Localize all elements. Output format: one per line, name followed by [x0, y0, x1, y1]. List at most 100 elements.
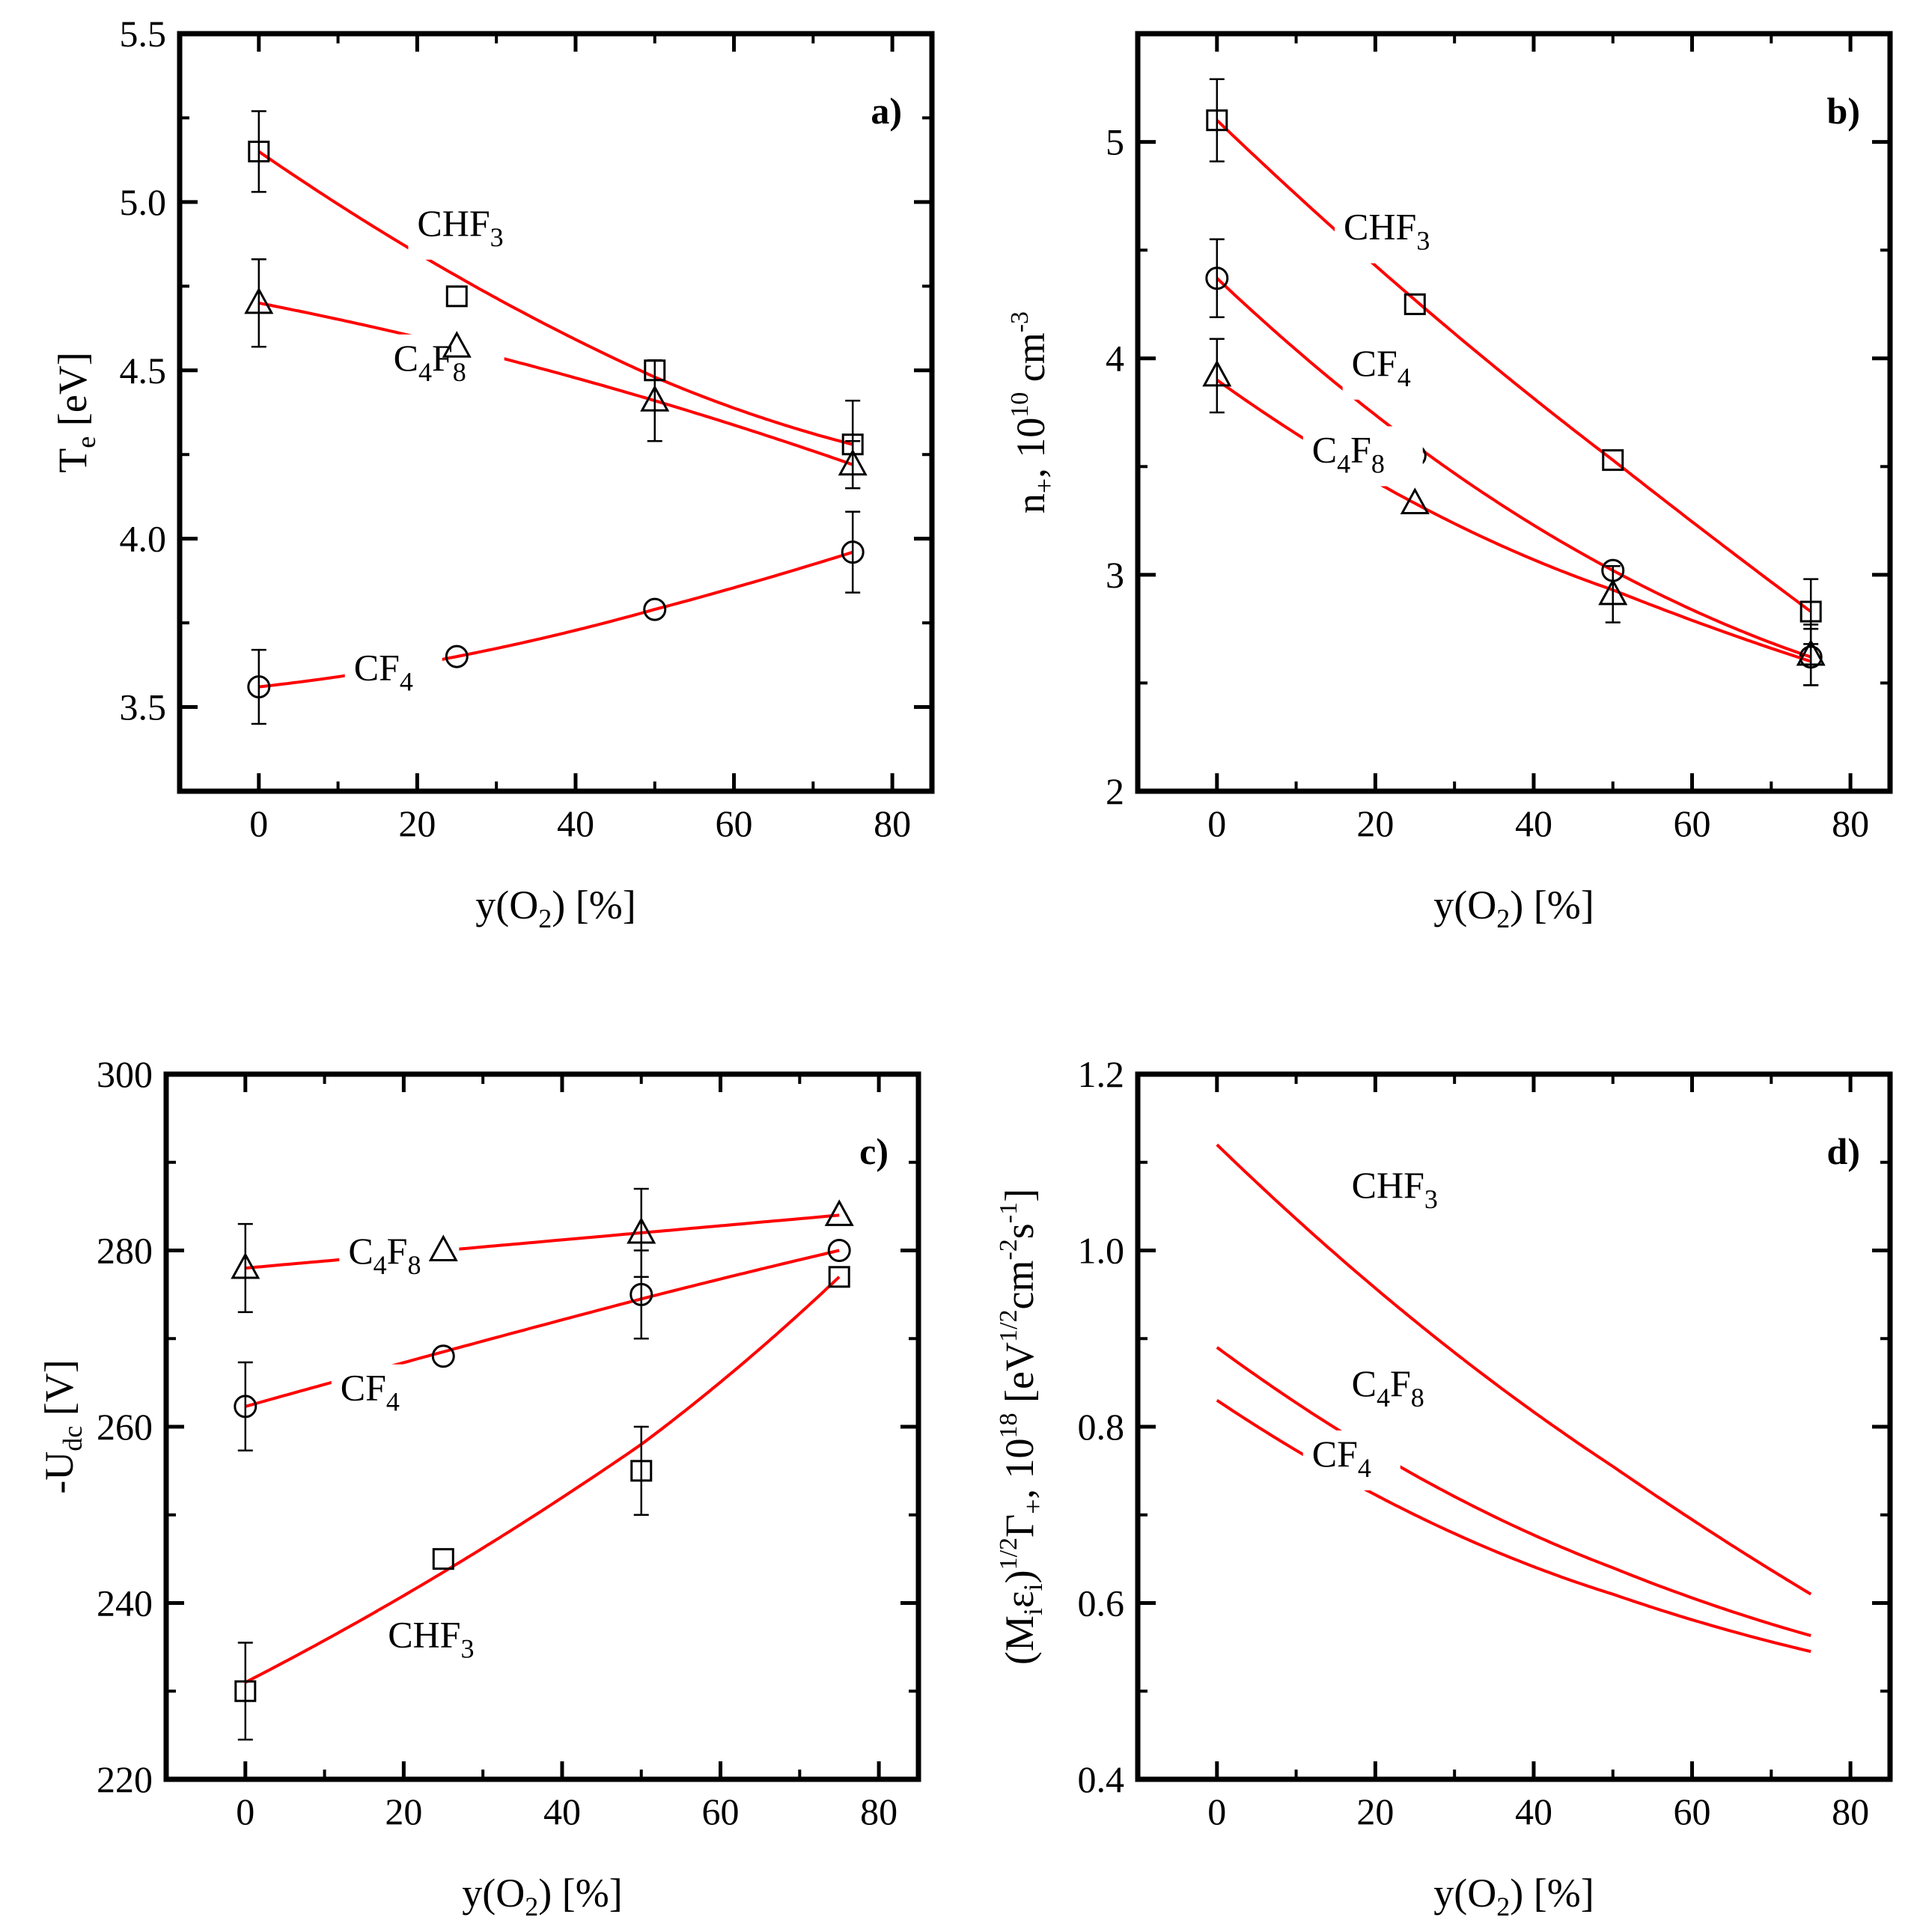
data-point-circle [841, 540, 865, 564]
y-axis-label: -Udc [V] [37, 1359, 88, 1493]
data-point-triangle [231, 1252, 260, 1279]
data-point-triangle [627, 1216, 656, 1244]
y-tick-label: 4.0 [120, 518, 167, 560]
series-CF4: CF4 [1216, 1399, 1811, 1654]
x-tick-label: 40 [1515, 802, 1552, 844]
x-axis-label: y(O2) [%] [1433, 1871, 1594, 1922]
fit-line [1216, 119, 1812, 613]
data-point-square [248, 140, 270, 162]
data-point-circle [445, 644, 469, 668]
series-label: CHF3 [1344, 206, 1430, 256]
x-axis-label: y(O2) [%] [1433, 883, 1594, 933]
fit-line [244, 1276, 841, 1684]
data-point-triangle [1202, 359, 1232, 387]
label-knockout [384, 334, 505, 394]
data-point-triangle [838, 448, 868, 476]
data-point-circle [1205, 266, 1229, 290]
label-knockout [1342, 339, 1440, 400]
fit-line [1216, 277, 1811, 659]
x-tick-label: 40 [543, 1791, 581, 1832]
series-CHF3: CHF3 [248, 110, 864, 490]
x-tick-label: 40 [557, 802, 594, 844]
series-label: CF4 [1312, 1433, 1371, 1483]
data-point-triangle [1400, 487, 1430, 514]
series-label: CHF3 [388, 1613, 474, 1663]
x-tick-label: 60 [1674, 802, 1711, 844]
data-point-square [1602, 449, 1624, 472]
data-point-square [1206, 109, 1228, 132]
plot-frame [163, 1071, 921, 1782]
data-point-triangle [244, 287, 274, 314]
x-axis-label: y(O2) [%] [462, 1871, 622, 1922]
panel-letter: c) [859, 1130, 889, 1172]
x-tick-label: 0 [249, 802, 268, 844]
series-label: CHF3 [1352, 1164, 1438, 1214]
y-tick-label: 220 [97, 1758, 153, 1800]
y-tick-label: 4.5 [120, 350, 167, 391]
x-tick-label: 0 [1207, 1791, 1226, 1832]
series-CHF3: CHF3 [1216, 1143, 1812, 1596]
fit-line [245, 1213, 840, 1270]
panel-b: 0 20 40 60 80 2 3 4 5 y(O2) [%] n+, 1010 cm-3 b) CHF… [1006, 31, 1893, 933]
y-tick-label: 300 [97, 1053, 153, 1095]
y-tick-label: 0.4 [1078, 1758, 1125, 1800]
data-point-triangle [442, 331, 472, 358]
x-tick-label: 80 [1832, 802, 1869, 844]
fit-line [257, 150, 853, 446]
label-knockout [379, 1611, 507, 1672]
fit-line [1216, 1143, 1812, 1596]
y-tick-label: 280 [97, 1230, 153, 1272]
y-tick-label: 3.5 [120, 686, 167, 728]
x-tick-label: 40 [1515, 1791, 1552, 1832]
panel-letter: a) [871, 90, 902, 132]
series-CF4: CF4 [247, 511, 865, 725]
series-CF4: CF4 [234, 1239, 851, 1452]
series-label: CF4 [1352, 342, 1411, 392]
panel-letter: d) [1827, 1130, 1860, 1172]
data-point-square [234, 1680, 257, 1702]
x-tick-label: 0 [236, 1791, 255, 1832]
series-label: C4F8 [348, 1230, 421, 1280]
data-point-circle [643, 597, 667, 621]
label-knockout [331, 1364, 429, 1424]
data-point-square [630, 1460, 653, 1482]
panel-a: 0 20 40 60 80 3.5 4.0 4.5 5.0 5.5 y(O2) [%] Te [eV]… [50, 13, 935, 933]
data-point-square [432, 1548, 454, 1570]
series-CHF3: CHF3 [234, 1266, 850, 1741]
y-tick-label: 240 [97, 1582, 153, 1624]
x-tick-label: 60 [702, 1791, 740, 1832]
series-C4F8: C4F8 [244, 258, 868, 490]
plot-frame [1135, 31, 1893, 794]
data-point-triangle [1598, 578, 1628, 606]
x-tick-label: 80 [1832, 1791, 1869, 1832]
series-label: C4F8 [394, 337, 466, 387]
data-point-square [1799, 600, 1822, 623]
x-tick-label: 20 [385, 1791, 422, 1832]
series-label: CF4 [354, 647, 413, 697]
fit-line [1216, 1346, 1811, 1638]
series-C4F8: C4F8 [1202, 338, 1826, 686]
fit-line [1216, 378, 1811, 663]
series-C4F8: C4F8 [231, 1187, 854, 1314]
y-tick-label: 0.6 [1078, 1582, 1125, 1624]
data-point-circle [431, 1344, 455, 1368]
panel-letter: b) [1827, 90, 1860, 132]
y-tick-label: 3 [1106, 554, 1124, 596]
series-CHF3: CHF3 [1206, 78, 1822, 645]
y-tick-label: 2 [1106, 770, 1124, 812]
series-label: C4F8 [1352, 1362, 1424, 1413]
x-tick-label: 20 [398, 802, 436, 844]
y-tick-label: 1.2 [1078, 1053, 1125, 1095]
data-point-triangle [1796, 639, 1826, 666]
label-knockout [1335, 203, 1463, 263]
x-tick-label: 60 [1674, 1791, 1711, 1832]
data-point-triangle [640, 385, 670, 412]
y-tick-label: 5.5 [120, 13, 167, 55]
data-point-circle [234, 1395, 257, 1418]
label-knockout [408, 199, 536, 260]
y-tick-label: 4 [1106, 338, 1124, 380]
label-knockout [1302, 1430, 1401, 1490]
x-tick-label: 80 [860, 1791, 897, 1832]
series-C4F8: C4F8 [1216, 1346, 1811, 1638]
